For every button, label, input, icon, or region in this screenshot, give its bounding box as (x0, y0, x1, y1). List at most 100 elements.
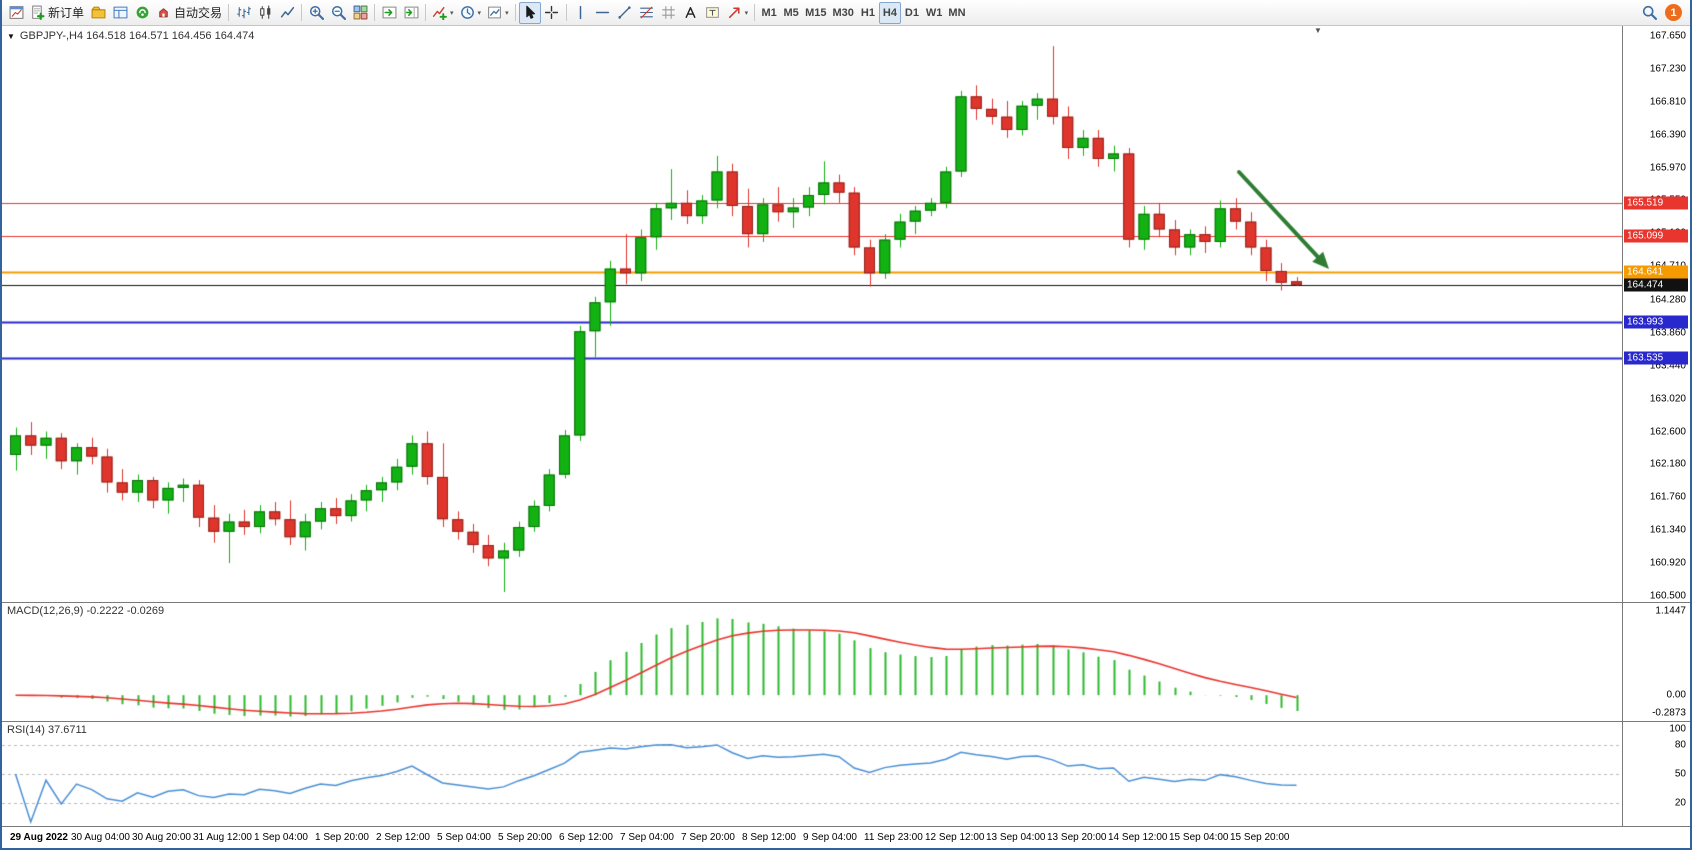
dropdown-caret-icon: ▾ (745, 9, 749, 17)
time-label: 31 Aug 12:00 (193, 832, 252, 843)
line-chart-button[interactable] (276, 2, 298, 24)
cursor-icon (522, 5, 537, 20)
toolbar-separator (566, 4, 567, 21)
time-axis[interactable]: 29 Aug 202230 Aug 04:0030 Aug 20:0031 Au… (2, 826, 1690, 848)
autotrading-button[interactable]: 自动交易 (153, 2, 225, 24)
macd-canvas[interactable] (2, 603, 1622, 721)
profiles-icon (91, 5, 106, 20)
toolbar-separator (228, 4, 229, 21)
time-label: 14 Sep 12:00 (1108, 832, 1168, 843)
chart-shift-button[interactable] (400, 2, 422, 24)
indicators-icon (432, 5, 447, 20)
price-level-badge: 165.099 (1624, 229, 1688, 242)
zoom-out-button[interactable] (327, 2, 349, 24)
rsi-label: RSI(14) 37.6711 (7, 724, 87, 736)
text-label-button[interactable] (702, 2, 724, 24)
terminal-window: 新订单自动交易▾▾▾▾M1M5M15M30H1H4D1W1MN1 ▼ GBPJP… (0, 0, 1692, 850)
tf-d1-button[interactable]: D1 (901, 2, 923, 24)
notification-badge[interactable]: 1 (1665, 4, 1682, 21)
rsi-canvas[interactable] (2, 722, 1622, 826)
search-icon (1642, 5, 1657, 20)
indicators-button[interactable]: ▾ (429, 2, 457, 24)
chart-title: ▼ GBPJPY-,H4 164.518 164.571 164.456 164… (7, 30, 254, 42)
tf-m1-button[interactable]: M1 (758, 2, 780, 24)
time-label: 1 Sep 20:00 (315, 832, 369, 843)
candlestick-chart-button[interactable] (254, 2, 276, 24)
new-chart-button[interactable] (5, 2, 27, 24)
time-label: 7 Sep 04:00 (620, 832, 674, 843)
tf-m30-button[interactable]: M30 (830, 2, 857, 24)
horizontal-line-button[interactable] (592, 2, 614, 24)
price-tick: 166.390 (1650, 129, 1686, 140)
fibonacci-button[interactable] (636, 2, 658, 24)
price-axis[interactable]: 167.650167.230166.810166.390165.970165.5… (1622, 26, 1690, 602)
price-panel: ▼ GBPJPY-,H4 164.518 164.571 164.456 164… (2, 26, 1690, 602)
tf-m5-button[interactable]: M5 (780, 2, 802, 24)
tf-w1-button[interactable]: W1 (923, 2, 946, 24)
time-label: 15 Sep 20:00 (1230, 832, 1290, 843)
price-chart-canvas[interactable] (2, 26, 1622, 602)
new-order-button[interactable]: 新订单 (27, 2, 87, 24)
cycle-lines-button[interactable] (658, 2, 680, 24)
price-tick: 167.230 (1650, 63, 1686, 74)
trendline-button[interactable] (614, 2, 636, 24)
tf-mn-label: MN (948, 7, 965, 19)
zoom-out-icon (331, 5, 346, 20)
autotrading-icon (156, 5, 171, 20)
search-button[interactable] (1638, 2, 1660, 24)
vertical-line-button[interactable] (570, 2, 592, 24)
trendline-icon (617, 5, 632, 20)
tf-h1-button[interactable]: H1 (857, 2, 879, 24)
chart-shift-marker[interactable]: ▼ (1314, 26, 1322, 35)
tf-mn-button[interactable]: MN (945, 2, 968, 24)
fibonacci-icon (639, 5, 654, 20)
auto-scroll-icon (382, 5, 397, 20)
tf-m15-button[interactable]: M15 (802, 2, 829, 24)
crosshair-button[interactable] (541, 2, 563, 24)
macd-panel: MACD(12,26,9) -0.2222 -0.0269 1.14470.00… (2, 602, 1690, 721)
time-label: 2 Sep 12:00 (376, 832, 430, 843)
rsi-axis-label: 50 (1675, 769, 1686, 780)
price-level-badge: 163.535 (1624, 352, 1688, 365)
tf-m30-label: M30 (833, 7, 854, 19)
zoom-in-button[interactable] (305, 2, 327, 24)
auto-scroll-button[interactable] (378, 2, 400, 24)
text-button[interactable] (680, 2, 702, 24)
macd-label: MACD(12,26,9) -0.2222 -0.0269 (7, 605, 164, 617)
periods-button[interactable]: ▾ (457, 2, 485, 24)
candlestick-chart-icon (258, 5, 273, 20)
templates-button[interactable]: ▾ (484, 2, 512, 24)
price-tick: 163.860 (1650, 327, 1686, 338)
templates-icon (487, 5, 502, 20)
tf-h4-label: H4 (883, 7, 897, 19)
toolbar-separator (425, 4, 426, 21)
market-watch-button[interactable] (109, 2, 131, 24)
rsi-axis[interactable]: 100805020 (1622, 722, 1690, 826)
toolbar-separator (515, 4, 516, 21)
tile-windows-button[interactable] (349, 2, 371, 24)
profiles-button[interactable] (87, 2, 109, 24)
tf-w1-label: W1 (926, 7, 943, 19)
one-click-trading-icon[interactable]: ▼ (7, 32, 15, 41)
tf-h4-button[interactable]: H4 (879, 2, 901, 24)
tf-d1-label: D1 (905, 7, 919, 19)
tf-m5-label: M5 (783, 7, 798, 19)
dropdown-caret-icon: ▾ (505, 9, 509, 17)
text-label-icon (705, 5, 720, 20)
line-chart-icon (280, 5, 295, 20)
bar-chart-button[interactable] (232, 2, 254, 24)
arrows-button[interactable]: ▾ (724, 2, 752, 24)
community-button[interactable] (131, 2, 153, 24)
price-tick: 163.020 (1650, 393, 1686, 404)
cursor-button[interactable] (519, 2, 541, 24)
price-level-badge: 165.519 (1624, 196, 1688, 209)
price-level-badge: 164.641 (1624, 265, 1688, 278)
macd-axis[interactable]: 1.14470.00-0.2873 (1622, 603, 1690, 721)
price-tick: 165.970 (1650, 162, 1686, 173)
price-tick: 162.600 (1650, 426, 1686, 437)
toolbar-separator (301, 4, 302, 21)
macd-axis-label: 0.00 (1667, 690, 1686, 701)
rsi-axis-label: 80 (1675, 740, 1686, 751)
grid-icon (661, 5, 676, 20)
time-label: 13 Sep 04:00 (986, 832, 1046, 843)
